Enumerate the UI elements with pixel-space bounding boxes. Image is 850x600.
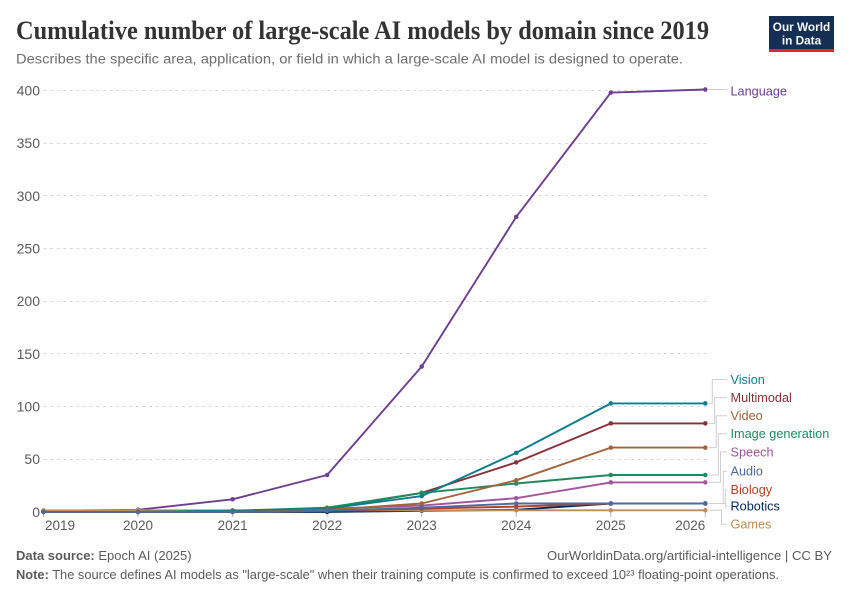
svg-text:Vision: Vision: [731, 373, 765, 387]
svg-text:2019: 2019: [45, 518, 75, 533]
svg-text:Video: Video: [731, 409, 763, 423]
svg-text:Image generation: Image generation: [731, 427, 830, 441]
svg-text:Speech: Speech: [731, 445, 774, 459]
svg-text:Language: Language: [731, 84, 787, 98]
svg-text:2021: 2021: [218, 518, 248, 533]
svg-text:Note: The source defines AI mo: Note: The source defines AI models as "l…: [16, 568, 779, 582]
svg-text:2025: 2025: [596, 518, 626, 533]
svg-text:Robotics: Robotics: [731, 500, 780, 514]
svg-text:100: 100: [17, 399, 41, 415]
svg-text:300: 300: [17, 188, 41, 204]
svg-text:50: 50: [24, 451, 40, 467]
svg-text:0: 0: [32, 504, 40, 520]
svg-text:OurWorldinData.org/artificial-: OurWorldinData.org/artificial-intelligen…: [547, 548, 832, 563]
svg-text:Biology: Biology: [731, 483, 773, 497]
svg-text:2022: 2022: [312, 518, 342, 533]
svg-text:2023: 2023: [407, 518, 437, 533]
svg-text:400: 400: [17, 82, 41, 98]
svg-text:in Data: in Data: [782, 34, 822, 48]
svg-text:Audio: Audio: [731, 465, 763, 479]
svg-text:350: 350: [17, 135, 41, 151]
svg-text:150: 150: [17, 346, 41, 362]
svg-text:Describes the specific area, a: Describes the specific area, application…: [16, 51, 683, 67]
svg-text:2026: 2026: [675, 518, 705, 533]
svg-text:Our World: Our World: [773, 20, 830, 34]
svg-text:2020: 2020: [123, 518, 153, 533]
svg-text:Data source: Epoch AI (2025): Data source: Epoch AI (2025): [16, 548, 192, 563]
svg-text:250: 250: [17, 240, 41, 256]
svg-text:200: 200: [17, 293, 41, 309]
svg-text:Cumulative number of large-sca: Cumulative number of large-scale AI mode…: [16, 16, 709, 45]
svg-text:2024: 2024: [501, 518, 532, 533]
svg-text:Multimodal: Multimodal: [731, 391, 792, 405]
svg-text:Games: Games: [731, 518, 772, 532]
